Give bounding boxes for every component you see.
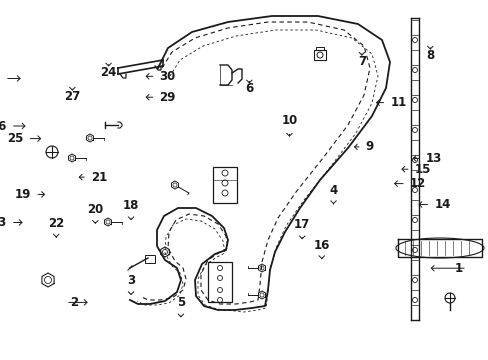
Text: 19: 19: [15, 188, 31, 201]
Text: 24: 24: [100, 66, 117, 79]
Text: 20: 20: [87, 203, 103, 216]
Text: 16: 16: [313, 239, 329, 252]
Text: 18: 18: [122, 199, 139, 212]
Bar: [207, 262, 231, 302]
Text: 25: 25: [7, 132, 23, 145]
Text: 17: 17: [293, 218, 310, 231]
Text: 28: 28: [0, 72, 1, 85]
Bar: [213, 167, 237, 203]
Text: 26: 26: [0, 120, 7, 132]
Text: 22: 22: [48, 217, 64, 230]
Text: 2: 2: [70, 296, 78, 309]
Text: 29: 29: [159, 91, 176, 104]
Text: 14: 14: [433, 198, 450, 211]
Bar: [315, 47, 324, 50]
Text: 12: 12: [409, 177, 425, 190]
Text: 1: 1: [454, 262, 462, 275]
Text: 23: 23: [0, 216, 7, 229]
Bar: [313, 50, 325, 60]
Bar: [145, 255, 155, 263]
Text: 10: 10: [281, 114, 297, 127]
Text: 8: 8: [426, 49, 433, 62]
Text: 27: 27: [64, 90, 81, 103]
Text: 5: 5: [177, 296, 184, 309]
Text: 6: 6: [245, 82, 253, 95]
Text: 3: 3: [127, 274, 135, 287]
Text: 30: 30: [159, 70, 175, 83]
Text: 9: 9: [365, 140, 373, 153]
Text: 15: 15: [414, 163, 430, 176]
Text: 4: 4: [329, 184, 337, 197]
Text: 21: 21: [91, 171, 107, 184]
Text: 13: 13: [425, 152, 441, 165]
Text: 7: 7: [357, 55, 365, 68]
Text: 11: 11: [389, 96, 406, 109]
